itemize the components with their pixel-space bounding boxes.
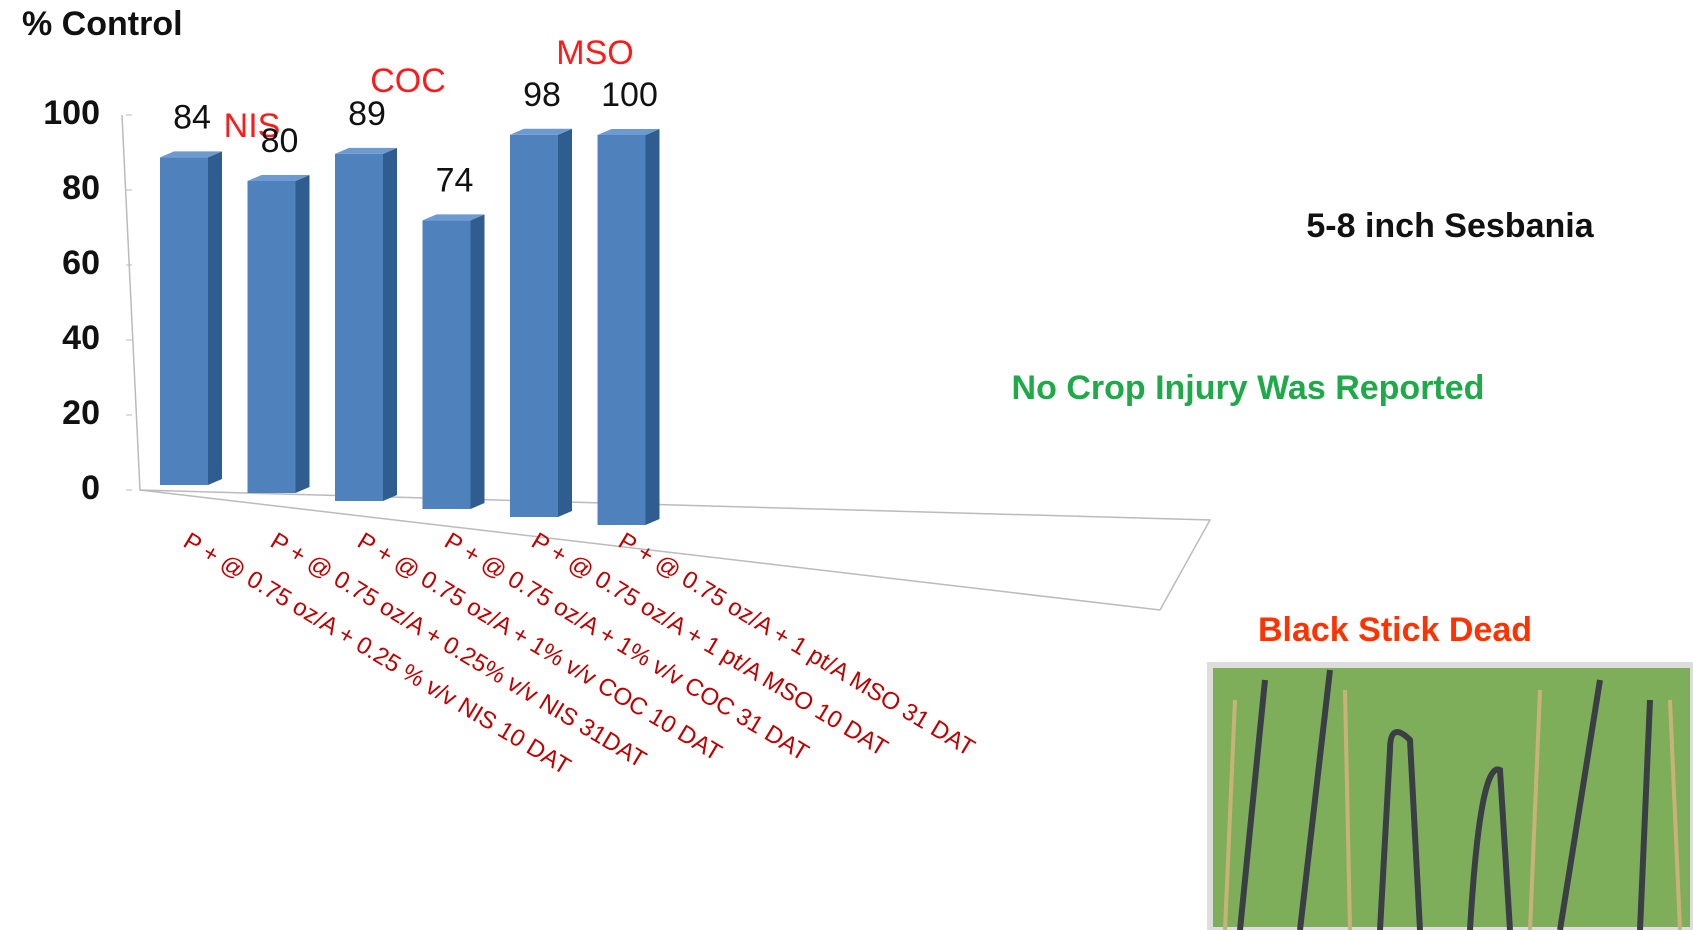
bar [160,157,208,485]
value-label: 74 [436,161,474,199]
bar-side [383,148,397,501]
value-label: 89 [348,95,386,133]
value-label: 84 [173,98,211,136]
value-label: 100 [601,76,658,114]
bar-side [646,129,660,525]
bar [423,220,471,509]
bar [598,135,646,525]
y-tick-label: 60 [62,244,100,282]
bar-side [296,175,310,493]
group-label: MSO [556,34,633,72]
bar [248,181,296,493]
bar-side [208,151,222,485]
y-tick-label: 40 [62,319,100,357]
bar-side [558,129,572,517]
y-tick-label: 0 [81,469,100,507]
y-tick-label: 20 [62,394,100,432]
bar [335,154,383,501]
chart: % Control NIS COC MSO 5-8 inch Sesbania … [0,0,1693,930]
bar [510,135,558,517]
y-tick-label: 100 [43,94,100,132]
note: No Crop Injury Was Reported [1012,369,1485,407]
note: 5-8 inch Sesbania [1306,207,1594,245]
value-label: 80 [261,122,299,160]
note: Black Stick Dead [1258,611,1532,649]
y-axis-label: % Control [22,5,183,43]
y-tick-label: 80 [62,169,100,207]
bar-side [471,214,485,509]
value-label: 98 [523,76,561,114]
photo [1210,665,1693,930]
